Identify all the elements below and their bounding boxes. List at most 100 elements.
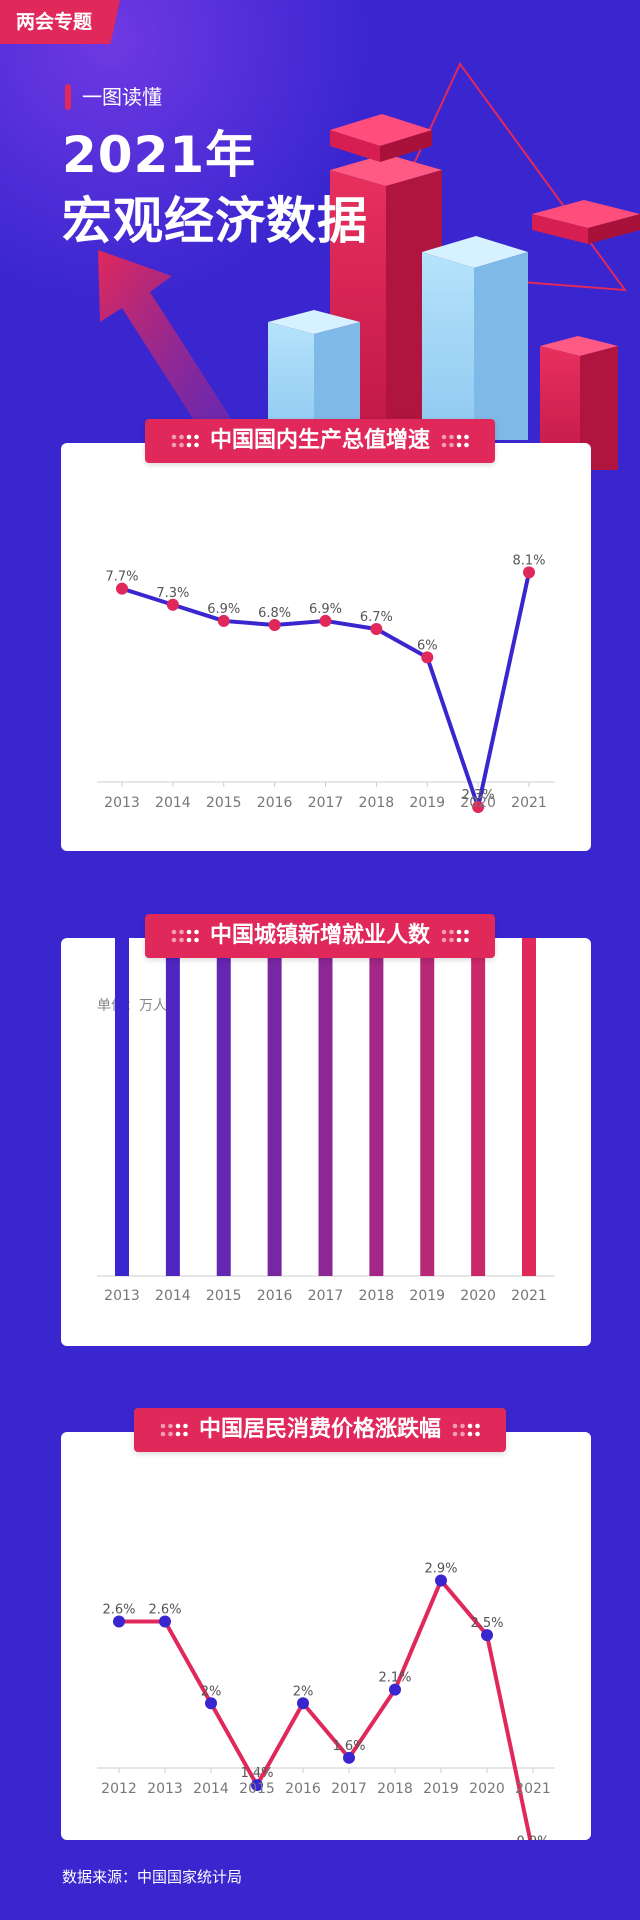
data-label: 2.3%	[462, 788, 495, 803]
x-tick-label: 2015	[206, 1288, 242, 1304]
dot	[186, 937, 192, 943]
x-tick-label: 2014	[193, 1781, 229, 1797]
x-tick-label: 2017	[308, 1288, 344, 1304]
page-title-line2: 宏观经济数据	[62, 192, 368, 250]
dot	[452, 1423, 458, 1429]
data-point	[389, 1683, 401, 1696]
dot	[171, 929, 177, 935]
bar	[522, 938, 536, 1276]
x-tick-label: 2016	[285, 1781, 321, 1797]
data-point	[481, 1629, 493, 1642]
data-point	[217, 614, 230, 627]
dot	[449, 442, 454, 448]
gdp-growth-banner: 中国国内生产总值增速	[145, 419, 495, 463]
data-label: 1.4%	[240, 1766, 273, 1781]
dot	[467, 1431, 473, 1437]
page-subtitle: 一图读懂	[82, 85, 162, 109]
dot	[179, 442, 184, 448]
dot	[160, 1423, 166, 1429]
subtitle-accent-bar	[65, 84, 71, 110]
bar	[420, 938, 435, 1276]
dot	[441, 434, 447, 440]
dot	[194, 937, 199, 943]
data-label: 2.5%	[470, 1616, 503, 1631]
dot	[456, 442, 462, 448]
x-tick-label: 2019	[409, 795, 445, 811]
dot	[179, 929, 184, 935]
data-label: 6.8%	[258, 606, 291, 621]
gdp-growth-card: 7.7% 2013 7.3% 2014 6.9% 2015 6.8% 2016 6.9% 2017…	[61, 443, 591, 851]
data-point	[113, 1615, 125, 1628]
dot	[449, 937, 454, 943]
x-tick-label: 2015	[206, 795, 242, 811]
data-point	[159, 1615, 171, 1628]
series-line	[119, 1578, 533, 1840]
x-tick-label: 2018	[359, 1288, 395, 1304]
dot	[441, 442, 447, 448]
dot	[179, 434, 184, 440]
data-label: 6.9%	[309, 602, 342, 617]
data-label: 7.3%	[156, 586, 189, 601]
dot	[186, 442, 192, 448]
data-label: 2.1%	[378, 1671, 411, 1686]
dot	[449, 929, 454, 935]
dot	[449, 434, 454, 440]
gdp-growth-chart: 7.7% 2013 7.3% 2014 6.9% 2015 6.8% 2016 6.9% 2017…	[97, 553, 555, 813]
employment-card: 单位：万人 1310201313222014131220151314201613…	[61, 938, 591, 1346]
x-tick-label: 2020	[469, 1781, 505, 1797]
dot	[456, 937, 462, 943]
dots-decoration-icon	[171, 434, 199, 448]
unit-label: 单位：万人	[97, 998, 167, 1014]
employment-banner: 中国城镇新增就业人数	[145, 914, 495, 958]
topic-tag: 两会专题	[0, 0, 121, 44]
data-label: 1.6%	[332, 1739, 365, 1754]
data-point	[435, 1574, 447, 1587]
data-label: 7.7%	[105, 570, 138, 585]
arrow-up-icon	[98, 250, 232, 436]
cpi-title: 中国居民消费价格涨跌幅	[198, 1417, 441, 1442]
gdp-growth-title: 中国国内生产总值增速	[209, 428, 430, 453]
bar	[471, 938, 486, 1276]
dot	[452, 1431, 458, 1437]
cpi-banner: 中国居民消费价格涨跌幅	[134, 1408, 506, 1452]
page-title-line1: 2021年	[62, 126, 257, 184]
x-tick-label: 2014	[155, 795, 191, 811]
data-label: 0.9%	[516, 1834, 549, 1840]
dot	[175, 1431, 181, 1437]
data-point	[370, 623, 383, 636]
dot	[194, 434, 199, 440]
data-point	[166, 598, 179, 611]
employment-chart: 1310201313222014131220151314201613512017…	[97, 938, 555, 1304]
dot	[441, 937, 447, 943]
dot	[186, 929, 192, 935]
data-point	[523, 566, 535, 579]
dot	[464, 937, 469, 943]
dot	[464, 929, 469, 935]
dot	[179, 937, 184, 943]
x-tick-label: 2017	[331, 1781, 367, 1797]
bar	[267, 938, 282, 1276]
data-label: 6.7%	[360, 610, 393, 625]
dot	[171, 434, 177, 440]
dot	[460, 1431, 465, 1437]
dot	[475, 1423, 480, 1429]
dot	[194, 442, 199, 448]
dot	[183, 1423, 188, 1429]
data-point	[472, 800, 485, 813]
dot	[464, 434, 469, 440]
x-tick-label: 2017	[308, 795, 344, 811]
x-tick-label: 2021	[515, 1781, 551, 1797]
data-label: 8.1%	[512, 553, 545, 568]
data-label: 2.6%	[102, 1602, 135, 1617]
x-tick-label: 2014	[155, 1288, 191, 1304]
dot	[194, 929, 199, 935]
bar	[318, 938, 333, 1276]
bar	[115, 938, 129, 1276]
x-tick-label: 2018	[377, 1781, 413, 1797]
data-point	[251, 1779, 263, 1792]
data-point	[319, 614, 332, 627]
x-tick-label: 2013	[147, 1781, 183, 1797]
dots-decoration-icon	[160, 1423, 188, 1437]
dot	[186, 434, 192, 440]
data-label: 2.9%	[424, 1562, 457, 1577]
